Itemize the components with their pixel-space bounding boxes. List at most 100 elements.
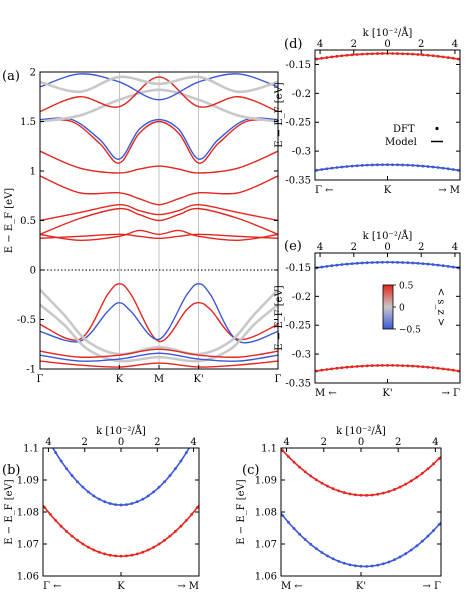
dft-point: [303, 470, 307, 474]
dft-point: [426, 467, 430, 471]
x-tick-label: → Γ: [423, 581, 442, 592]
x-tick-label: K: [384, 185, 392, 196]
dft-point: [348, 492, 352, 496]
y-tick-label: -0.3: [292, 350, 311, 361]
band-line: [40, 203, 278, 222]
dft-point: [315, 369, 319, 373]
top-tick-label: 2: [351, 39, 357, 50]
x-tick-label: M ←: [315, 388, 337, 399]
dft-point: [375, 52, 379, 55]
x-tick-label: K': [194, 374, 204, 385]
dft-point: [303, 538, 307, 541]
dft-point: [330, 367, 334, 371]
dft-point: [350, 262, 354, 266]
dft-point: [141, 497, 145, 501]
x-tick-label: Γ: [37, 374, 44, 385]
dft-point: [354, 493, 357, 497]
dft-point: [103, 500, 107, 504]
dft-point: [92, 494, 96, 498]
dft-point: [59, 524, 63, 528]
dft-point: [451, 56, 455, 60]
y-axis-label: E − E_F [eV]: [4, 188, 15, 253]
dft-point: [326, 484, 329, 488]
dft-point: [396, 364, 400, 367]
dft-point: [179, 459, 183, 463]
top-tick-label: 2: [418, 39, 424, 50]
x-tick-label: M ←: [281, 581, 303, 592]
dft-point: [370, 52, 374, 56]
dft-point: [335, 166, 339, 169]
dft-point: [441, 55, 445, 59]
y-tick-label: 2: [30, 68, 36, 79]
dft-point: [393, 558, 396, 562]
band-line: [40, 303, 278, 363]
dft-point: [355, 53, 359, 56]
dft-point: [314, 547, 318, 551]
dft-point: [320, 265, 324, 269]
dft-point: [387, 560, 391, 564]
dft-point: [174, 467, 177, 471]
y-tick-label: 1.09: [255, 476, 277, 487]
dft-point: [391, 364, 394, 367]
dft-point: [146, 548, 150, 552]
top-tick-label: 4: [452, 39, 458, 50]
dft-point: [411, 261, 415, 265]
dft-point: [396, 163, 400, 167]
dft-point: [431, 54, 435, 58]
dft-point: [292, 527, 296, 530]
dft-point: [320, 56, 324, 60]
dft-point: [421, 262, 425, 266]
x-tick-label: Γ ←: [43, 581, 62, 592]
dft-point: [420, 539, 424, 543]
band-line: [40, 283, 278, 344]
dft-point: [416, 164, 420, 168]
y-tick-label: -0.3: [292, 147, 311, 158]
band-line: [40, 207, 278, 236]
dft-point: [365, 493, 368, 497]
panel-e-bands: [315, 260, 460, 373]
dft-point: [345, 262, 349, 266]
panel-label: (c): [242, 463, 259, 478]
band-line: [40, 288, 278, 356]
colorbar-tick-label: −0.5: [399, 326, 421, 336]
dft-point: [340, 263, 344, 266]
dft-point: [345, 165, 349, 168]
top-tick-label: 2: [395, 437, 401, 448]
band-line: [40, 233, 278, 240]
dft-point: [451, 368, 455, 372]
dft-point: [365, 163, 369, 167]
dft-point: [168, 474, 172, 477]
dft-point: [325, 368, 329, 371]
dft-point: [370, 364, 374, 368]
dft-point: [146, 494, 150, 498]
dft-point: [393, 488, 396, 491]
dft-point: [436, 54, 440, 58]
dft-point: [354, 564, 357, 568]
dft-point: [345, 365, 349, 369]
top-tick-label: 4: [317, 39, 323, 50]
band-line: [40, 150, 278, 174]
y-axis-label: E − E_F [eV]: [4, 479, 15, 544]
band-line: [40, 229, 278, 242]
dft-point: [421, 365, 425, 369]
dft-point: [381, 52, 384, 55]
dft-point: [420, 471, 424, 475]
dft-point: [298, 532, 302, 536]
dft-point: [350, 164, 354, 168]
dft-point: [135, 500, 139, 504]
y-tick-label: -0.15: [285, 60, 311, 71]
colorbar-label: < s_z >: [435, 288, 446, 327]
dft-point: [54, 519, 58, 522]
dft-point: [135, 552, 139, 556]
dft-point: [426, 165, 430, 168]
colorbar-tick-label: 0: [399, 304, 405, 314]
x-tick-label: K: [116, 374, 124, 385]
dft-point: [315, 168, 319, 172]
dft-point: [355, 164, 359, 168]
dft-point: [325, 167, 329, 171]
y-tick-label: -0.35: [285, 176, 311, 187]
y-axis-label: E − E_F [eV]: [274, 285, 285, 350]
dft-point: [401, 364, 405, 368]
dft-point: [331, 487, 335, 491]
band-line: [40, 88, 278, 123]
